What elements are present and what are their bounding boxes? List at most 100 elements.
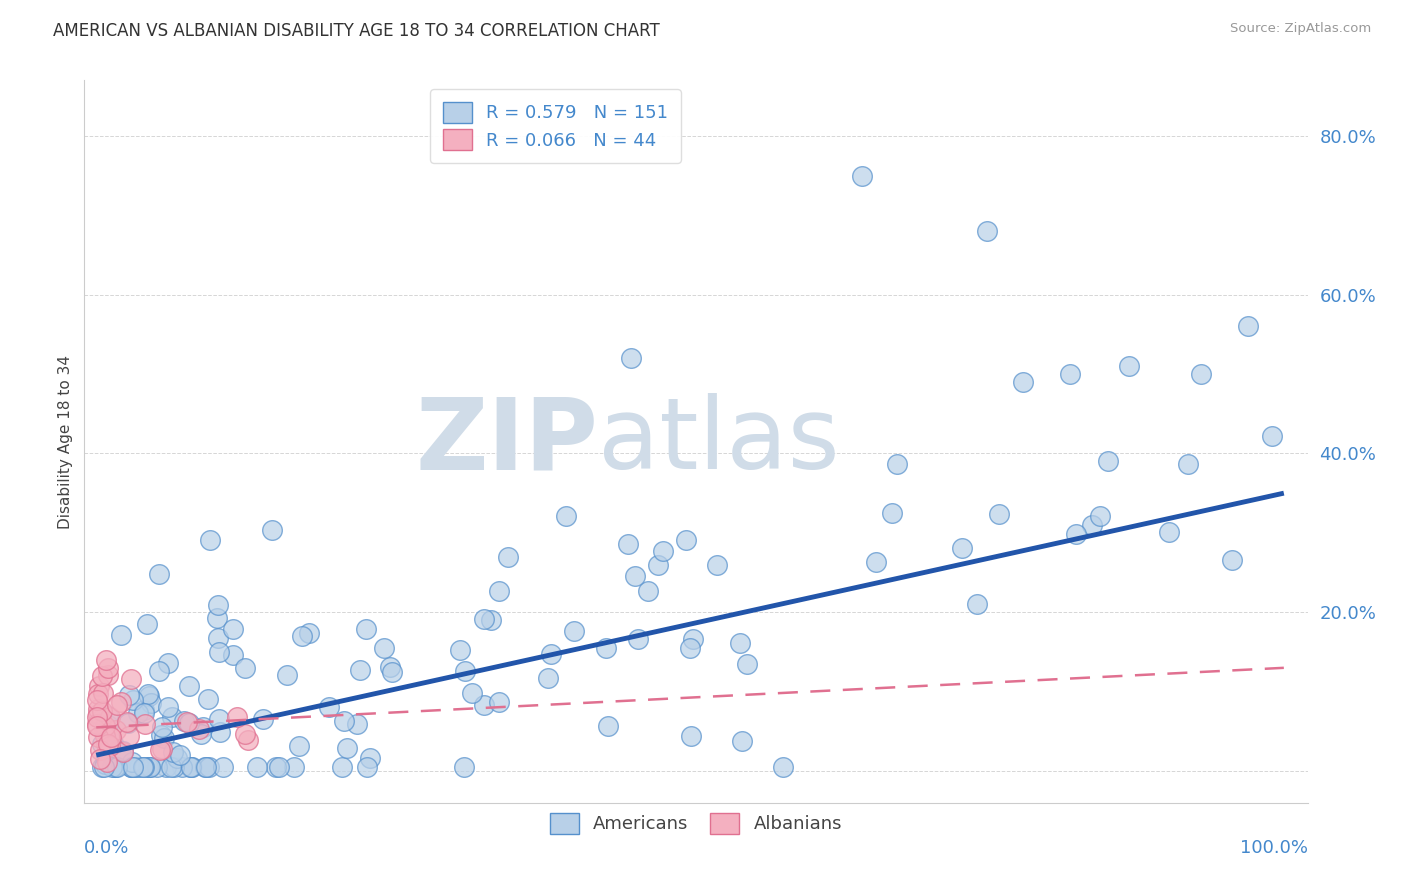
Point bbox=[155, 760, 177, 774]
Point bbox=[180, 760, 202, 774]
Point bbox=[555, 509, 578, 524]
Point bbox=[93, 725, 115, 739]
Point bbox=[149, 743, 172, 757]
Point bbox=[354, 622, 377, 636]
Point bbox=[121, 760, 143, 774]
Point bbox=[157, 657, 180, 671]
Point bbox=[97, 668, 120, 682]
Point bbox=[97, 737, 120, 751]
Point bbox=[226, 710, 249, 724]
Point bbox=[207, 598, 229, 612]
Point bbox=[160, 760, 183, 774]
Point bbox=[134, 760, 156, 774]
Point bbox=[104, 760, 127, 774]
Point bbox=[851, 169, 873, 183]
Point bbox=[146, 760, 169, 774]
Point bbox=[169, 748, 191, 763]
Point bbox=[128, 760, 150, 774]
Point bbox=[617, 537, 640, 551]
Point bbox=[976, 224, 998, 238]
Point bbox=[86, 717, 108, 731]
Point bbox=[118, 729, 141, 743]
Point bbox=[479, 613, 502, 627]
Point bbox=[139, 696, 162, 710]
Point bbox=[162, 760, 184, 774]
Point bbox=[86, 719, 108, 733]
Point bbox=[346, 716, 368, 731]
Point bbox=[91, 705, 114, 719]
Point bbox=[121, 693, 143, 707]
Point bbox=[94, 719, 117, 733]
Point bbox=[378, 660, 401, 674]
Text: atlas: atlas bbox=[598, 393, 839, 490]
Point bbox=[87, 679, 110, 693]
Point bbox=[682, 632, 704, 647]
Point bbox=[97, 718, 120, 732]
Point bbox=[101, 760, 124, 774]
Point bbox=[101, 736, 124, 750]
Point bbox=[94, 757, 117, 772]
Point bbox=[96, 756, 118, 770]
Point bbox=[117, 716, 139, 731]
Point bbox=[86, 693, 108, 707]
Point bbox=[540, 647, 562, 661]
Point bbox=[110, 747, 132, 762]
Point bbox=[488, 584, 510, 599]
Point bbox=[94, 737, 117, 751]
Point bbox=[87, 730, 110, 744]
Point bbox=[297, 626, 319, 640]
Point bbox=[94, 653, 117, 667]
Point bbox=[336, 741, 359, 756]
Point bbox=[117, 714, 139, 729]
Point bbox=[139, 760, 162, 774]
Point bbox=[97, 661, 120, 675]
Point bbox=[90, 712, 112, 726]
Text: AMERICAN VS ALBANIAN DISABILITY AGE 18 TO 34 CORRELATION CHART: AMERICAN VS ALBANIAN DISABILITY AGE 18 T… bbox=[53, 22, 661, 40]
Point bbox=[120, 760, 142, 774]
Point bbox=[207, 713, 229, 727]
Point bbox=[332, 714, 354, 728]
Point bbox=[472, 611, 495, 625]
Point bbox=[132, 760, 155, 774]
Point bbox=[190, 727, 212, 741]
Point bbox=[120, 672, 142, 686]
Point bbox=[94, 723, 117, 737]
Point bbox=[647, 558, 669, 573]
Point bbox=[98, 739, 121, 753]
Point bbox=[127, 706, 149, 721]
Point bbox=[359, 751, 381, 765]
Point bbox=[110, 628, 132, 642]
Point bbox=[886, 458, 908, 472]
Point bbox=[89, 752, 111, 766]
Point bbox=[176, 714, 198, 729]
Point bbox=[180, 760, 202, 774]
Point bbox=[194, 760, 217, 774]
Point bbox=[652, 544, 675, 558]
Point bbox=[283, 760, 305, 774]
Point bbox=[772, 760, 794, 774]
Point bbox=[276, 668, 298, 682]
Point bbox=[623, 569, 645, 583]
Point bbox=[287, 739, 309, 753]
Point bbox=[318, 699, 340, 714]
Point bbox=[267, 760, 290, 774]
Point bbox=[111, 744, 134, 758]
Point bbox=[735, 657, 758, 672]
Point bbox=[675, 533, 697, 547]
Point bbox=[222, 622, 245, 636]
Point bbox=[1011, 375, 1033, 389]
Point bbox=[125, 760, 148, 774]
Point bbox=[179, 760, 201, 774]
Point bbox=[260, 523, 283, 537]
Point bbox=[91, 737, 114, 751]
Point bbox=[627, 632, 650, 647]
Point bbox=[1177, 457, 1199, 471]
Point bbox=[706, 558, 728, 572]
Point bbox=[188, 722, 211, 736]
Point bbox=[595, 640, 617, 655]
Point bbox=[349, 663, 371, 677]
Point bbox=[637, 584, 659, 599]
Point bbox=[152, 720, 174, 734]
Point bbox=[138, 687, 160, 701]
Point bbox=[105, 760, 128, 774]
